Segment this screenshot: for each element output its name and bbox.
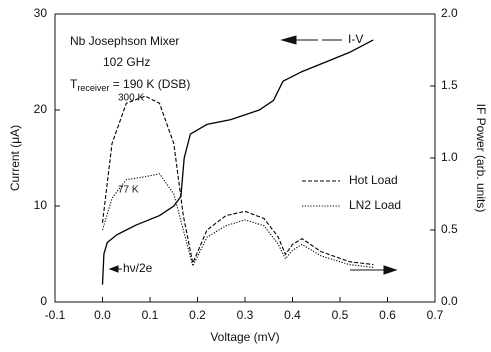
annotation: 77 K — [118, 185, 139, 196]
y-axis-title: Current (μA) — [8, 125, 22, 191]
x-tick-label: 0.4 — [284, 308, 301, 322]
legend-label: LN2 Load — [349, 198, 401, 212]
x-tick-label: 0.3 — [237, 308, 254, 322]
annotation: hν/2e — [123, 261, 153, 275]
y2-tick-label: 1.0 — [441, 150, 458, 164]
y-tick-label: 10 — [34, 198, 48, 212]
annotation: Nb Josephson Mixer — [70, 34, 179, 48]
x-tick-label: 0.6 — [379, 308, 396, 322]
x-axis-title: Voltage (mV) — [210, 330, 279, 344]
annotation: = 190 K (DSB) — [109, 77, 190, 91]
x-tick-label: 0.1 — [142, 308, 159, 322]
series-line — [101, 95, 374, 266]
arrow — [350, 265, 398, 275]
legend-label: Hot Load — [349, 173, 398, 187]
y-tick-label: 30 — [34, 6, 48, 20]
x-tick-label: -0.1 — [45, 308, 66, 322]
y2-axis-title: IF Power (arb. units) — [474, 104, 488, 213]
y2-tick-label: 2.0 — [441, 6, 458, 20]
annotation: I-V — [348, 32, 363, 46]
arrow — [280, 35, 318, 45]
y-tick-label: 20 — [34, 102, 48, 116]
y-tick-label: 0 — [40, 294, 47, 308]
x-tick-label: 0.2 — [189, 308, 206, 322]
annotation: 102 GHz — [103, 55, 150, 69]
x-tick-label: 0.7 — [427, 308, 444, 322]
y2-tick-label: 0.5 — [441, 222, 458, 236]
series-line — [101, 39, 374, 285]
x-tick-label: 0.0 — [94, 308, 111, 322]
annotation: T — [70, 77, 78, 91]
annotation: receiver — [77, 83, 109, 93]
x-tick-label: 0.5 — [332, 308, 349, 322]
series-line — [101, 173, 374, 268]
y2-tick-label: 0.0 — [441, 294, 458, 308]
arrow — [108, 265, 122, 273]
y2-tick-label: 1.5 — [441, 78, 458, 92]
annotation: 300 K — [118, 93, 144, 104]
annotation: Treceiver = 190 K (DSB) — [70, 77, 190, 93]
